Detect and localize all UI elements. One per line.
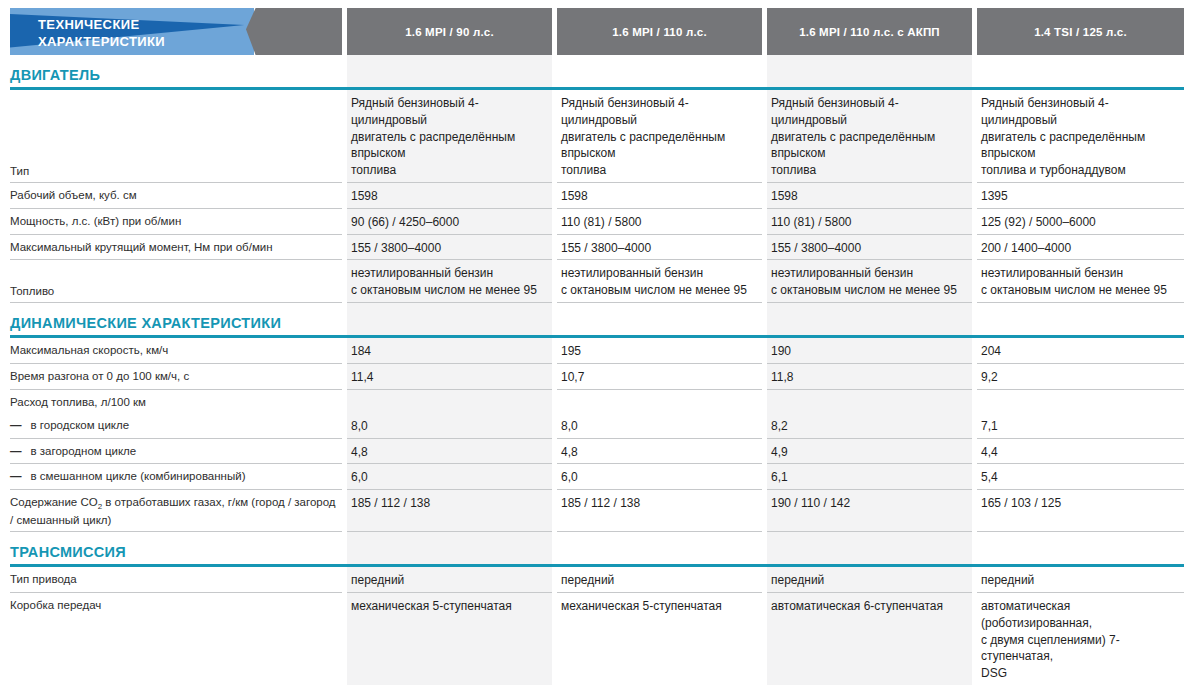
spec-value: 185 / 112 / 138 bbox=[347, 490, 552, 532]
spec-value bbox=[347, 390, 552, 413]
spec-value: 4,9 bbox=[767, 439, 972, 465]
spec-label: Содержание CO2 в отработавших газах, г/к… bbox=[10, 490, 342, 532]
spec-value bbox=[977, 390, 1184, 413]
spec-label: Тип привода bbox=[10, 567, 342, 593]
section-1: ДВИГАТЕЛЬТипРядный бензиновый 4-цилиндро… bbox=[10, 55, 1184, 303]
column-header-2: 1.6 MPI / 110 л.с. bbox=[557, 8, 762, 55]
spec-value: 11,4 bbox=[347, 364, 552, 390]
spec-value: Рядный бензиновый 4-цилиндровый двигател… bbox=[347, 90, 552, 183]
spec-value: 4,8 bbox=[557, 439, 762, 465]
spec-value: 6,0 bbox=[557, 464, 762, 490]
section-title: ТРАНСМИССИЯ bbox=[10, 532, 1184, 567]
spec-value: 1598 bbox=[767, 183, 972, 209]
spec-label: Тип bbox=[10, 159, 342, 183]
spec-value: 90 (66) / 4250–6000 bbox=[347, 209, 552, 235]
section-3: ТРАНСМИССИЯТип приводапереднийпереднийпе… bbox=[10, 532, 1184, 685]
spec-label: —в смешанном цикле (комбинированный) bbox=[10, 464, 342, 490]
spec-value: механическая 5-ступенчатая bbox=[347, 593, 552, 685]
spec-value: 110 (81) / 5800 bbox=[767, 209, 972, 235]
spec-value: 8,0 bbox=[557, 413, 762, 439]
spec-value: 190 bbox=[767, 338, 972, 364]
spec-value: 110 (81) / 5800 bbox=[557, 209, 762, 235]
section-title: ДИНАМИЧЕСКИЕ ХАРАКТЕРИСТИКИ bbox=[10, 303, 1184, 338]
spec-value: 5,4 bbox=[977, 464, 1184, 490]
spec-value: 6,1 bbox=[767, 464, 972, 490]
spec-value: 1395 bbox=[977, 183, 1184, 209]
spec-value: 1598 bbox=[347, 183, 552, 209]
spec-label: —в городском цикле bbox=[10, 413, 342, 439]
spec-value: Рядный бензиновый 4-цилиндровый двигател… bbox=[977, 90, 1184, 183]
spec-value: неэтилированный бензин с октановым число… bbox=[767, 260, 972, 303]
spec-value bbox=[767, 390, 972, 413]
column-header-4: 1.4 TSI / 125 л.с. bbox=[977, 8, 1184, 55]
spec-value: передний bbox=[767, 567, 972, 593]
spec-value: передний bbox=[557, 567, 762, 593]
spec-table: ДВИГАТЕЛЬТипРядный бензиновый 4-цилиндро… bbox=[10, 55, 1184, 685]
spec-label: Максимальный крутящий момент, Нм при об/… bbox=[10, 235, 342, 261]
header-bar: ТЕХНИЧЕСКИЕ ХАРАКТЕРИСТИКИ 1.6 MPI / 90 … bbox=[10, 8, 1184, 55]
subscript: 2 bbox=[98, 502, 102, 511]
spec-value: 1598 bbox=[557, 183, 762, 209]
spec-value: 185 / 112 / 138 bbox=[557, 490, 762, 532]
spec-value: неэтилированный бензин с октановым число… bbox=[977, 260, 1184, 303]
spec-value: 155 / 3800–4000 bbox=[347, 235, 552, 261]
section-title: ДВИГАТЕЛЬ bbox=[10, 55, 1184, 90]
spec-value: 7,1 bbox=[977, 413, 1184, 439]
column-header-3: 1.6 MPI / 110 л.с. с АКПП bbox=[767, 8, 972, 55]
spec-value: автоматическая (роботизированная, с двум… bbox=[977, 593, 1184, 685]
dash-bullet: — bbox=[10, 470, 22, 482]
spec-value: 155 / 3800–4000 bbox=[557, 235, 762, 261]
spec-value: неэтилированный бензин с октановым число… bbox=[347, 260, 552, 303]
title-banner: ТЕХНИЧЕСКИЕ ХАРАКТЕРИСТИКИ bbox=[10, 8, 254, 55]
spec-value: Рядный бензиновый 4-цилиндровый двигател… bbox=[767, 90, 972, 183]
spec-value: 200 / 1400–4000 bbox=[977, 235, 1184, 261]
spec-value: 165 / 103 / 125 bbox=[977, 490, 1184, 532]
spec-label: Время разгона от 0 до 100 км/ч, с bbox=[10, 364, 342, 390]
spec-value: Рядный бензиновый 4-цилиндровый двигател… bbox=[557, 90, 762, 183]
spec-label: Топливо bbox=[10, 279, 342, 303]
dash-bullet: — bbox=[10, 419, 22, 431]
spec-value: 155 / 3800–4000 bbox=[767, 235, 972, 261]
spec-value: 4,8 bbox=[347, 439, 552, 465]
spec-value: 190 / 110 / 142 bbox=[767, 490, 972, 532]
spec-value: 204 bbox=[977, 338, 1184, 364]
spec-value: 125 (92) / 5000–6000 bbox=[977, 209, 1184, 235]
spec-value: передний bbox=[347, 567, 552, 593]
spec-value: передний bbox=[977, 567, 1184, 593]
section-2: ДИНАМИЧЕСКИЕ ХАРАКТЕРИСТИКИМаксимальная … bbox=[10, 303, 1184, 532]
dash-bullet: — bbox=[10, 445, 22, 457]
spec-label: —в загородном цикле bbox=[10, 439, 342, 465]
spec-label: Коробка передач bbox=[10, 593, 342, 685]
section-grid: Максимальная скорость, км/ч184195190204 В… bbox=[10, 338, 1184, 532]
spec-sheet-page: ТЕХНИЧЕСКИЕ ХАРАКТЕРИСТИКИ 1.6 MPI / 90 … bbox=[0, 0, 1200, 685]
spec-value: 10,7 bbox=[557, 364, 762, 390]
page-title-line1: ТЕХНИЧЕСКИЕ bbox=[38, 16, 254, 33]
page-title-line2: ХАРАКТЕРИСТИКИ bbox=[38, 33, 254, 50]
spec-value: 184 bbox=[347, 338, 552, 364]
spec-value: 9,2 bbox=[977, 364, 1184, 390]
spec-value: 195 bbox=[557, 338, 762, 364]
spec-label: Расход топлива, л/100 км bbox=[10, 390, 342, 413]
spec-value bbox=[557, 390, 762, 413]
sections-root: ДВИГАТЕЛЬТипРядный бензиновый 4-цилиндро… bbox=[10, 55, 1184, 685]
spec-value: 6,0 bbox=[347, 464, 552, 490]
spec-label: Мощность, л.с. (кВт) при об/мин bbox=[10, 209, 342, 235]
banner-tail-shape bbox=[246, 8, 342, 55]
spec-label: Рабочий объем, куб. см bbox=[10, 183, 342, 209]
spec-value: неэтилированный бензин с октановым число… bbox=[557, 260, 762, 303]
section-grid: Тип приводапереднийпереднийпереднийперед… bbox=[10, 567, 1184, 685]
spec-value: механическая 5-ступенчатая bbox=[557, 593, 762, 685]
page-title: ТЕХНИЧЕСКИЕ ХАРАКТЕРИСТИКИ bbox=[10, 8, 254, 50]
section-grid: ТипРядный бензиновый 4-цилиндровый двига… bbox=[10, 90, 1184, 303]
spec-value: 8,0 bbox=[347, 413, 552, 439]
spec-value: 8,2 bbox=[767, 413, 972, 439]
spec-value: 4,4 bbox=[977, 439, 1184, 465]
spec-value: автоматическая 6-ступенчатая bbox=[767, 593, 972, 685]
spec-label: Максимальная скорость, км/ч bbox=[10, 338, 342, 364]
column-header-1: 1.6 MPI / 90 л.с. bbox=[347, 8, 552, 55]
spec-value: 11,8 bbox=[767, 364, 972, 390]
